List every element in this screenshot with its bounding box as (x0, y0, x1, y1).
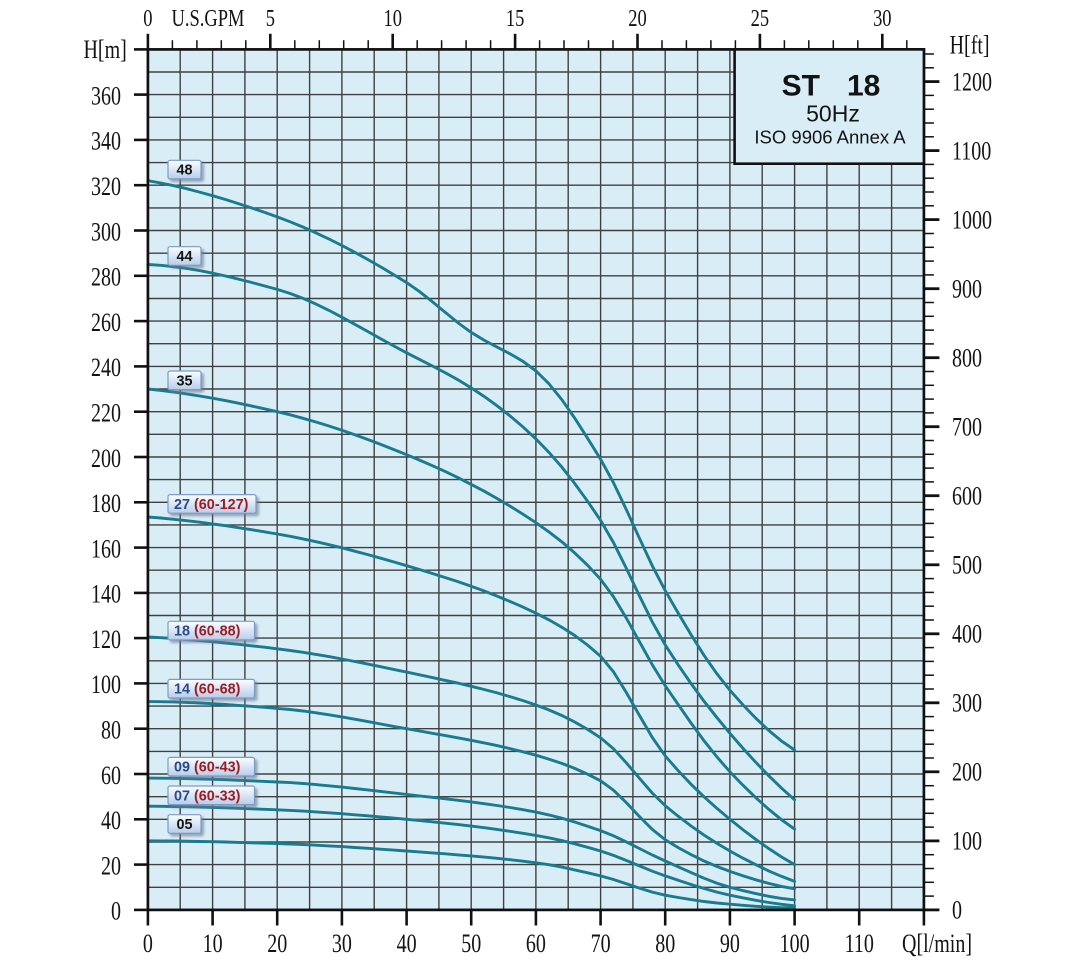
svg-text:1200: 1200 (952, 68, 992, 97)
svg-text:H[ft]: H[ft] (950, 31, 990, 60)
svg-text:70: 70 (591, 930, 611, 959)
svg-text:100: 100 (780, 930, 810, 959)
svg-text:200: 200 (952, 758, 982, 787)
svg-text:0: 0 (143, 5, 152, 32)
svg-text:09 (60-43): 09 (60-43) (174, 760, 241, 776)
svg-text:30: 30 (332, 930, 352, 959)
svg-text:160: 160 (91, 535, 121, 564)
svg-text:44: 44 (176, 249, 192, 265)
svg-text:50: 50 (461, 930, 481, 959)
svg-text:5: 5 (266, 5, 275, 32)
svg-text:05: 05 (176, 817, 192, 833)
svg-text:110: 110 (845, 930, 874, 959)
svg-text:800: 800 (952, 344, 982, 373)
svg-text:18: 18 (847, 70, 880, 103)
svg-text:300: 300 (952, 689, 982, 718)
svg-text:27 (60-127): 27 (60-127) (174, 497, 249, 513)
svg-text:48: 48 (176, 163, 192, 179)
svg-text:240: 240 (91, 354, 121, 383)
svg-text:900: 900 (952, 275, 982, 304)
svg-text:20: 20 (101, 852, 121, 881)
svg-text:360: 360 (91, 82, 121, 111)
svg-text:35: 35 (176, 373, 192, 389)
svg-text:10: 10 (203, 930, 223, 959)
svg-text:220: 220 (91, 399, 121, 428)
svg-text:30: 30 (873, 5, 891, 32)
svg-text:ST: ST (782, 70, 820, 103)
svg-text:40: 40 (101, 807, 121, 836)
svg-text:U.S.GPM: U.S.GPM (172, 5, 245, 32)
svg-text:600: 600 (952, 482, 982, 511)
svg-text:40: 40 (397, 930, 417, 959)
svg-text:80: 80 (655, 930, 675, 959)
svg-text:80: 80 (101, 716, 121, 745)
svg-text:ISO 9906 Annex A: ISO 9906 Annex A (754, 127, 906, 148)
svg-text:320: 320 (91, 173, 121, 202)
svg-text:60: 60 (101, 761, 121, 790)
svg-text:0: 0 (111, 897, 121, 926)
svg-text:200: 200 (91, 444, 121, 473)
svg-text:50Hz: 50Hz (806, 101, 860, 127)
svg-text:20: 20 (628, 5, 646, 32)
svg-text:500: 500 (952, 551, 982, 580)
svg-text:100: 100 (952, 827, 982, 856)
svg-text:14 (60-68): 14 (60-68) (174, 682, 241, 698)
svg-text:700: 700 (952, 413, 982, 442)
svg-text:180: 180 (91, 490, 121, 519)
svg-text:340: 340 (91, 127, 121, 156)
svg-text:120: 120 (91, 625, 121, 654)
svg-text:0: 0 (952, 896, 962, 925)
svg-text:10: 10 (383, 5, 401, 32)
svg-text:H[m]: H[m] (83, 36, 126, 65)
svg-text:1000: 1000 (952, 206, 992, 235)
svg-text:400: 400 (952, 620, 982, 649)
svg-text:280: 280 (91, 263, 121, 292)
svg-text:100: 100 (91, 671, 121, 700)
svg-text:25: 25 (751, 5, 769, 32)
svg-text:Q[l/min]: Q[l/min] (902, 930, 972, 959)
svg-text:140: 140 (91, 580, 121, 609)
svg-text:0: 0 (143, 930, 153, 959)
svg-text:90: 90 (720, 930, 740, 959)
svg-text:1100: 1100 (952, 137, 991, 166)
svg-text:20: 20 (267, 930, 287, 959)
svg-text:300: 300 (91, 218, 121, 247)
svg-text:07 (60-33): 07 (60-33) (174, 788, 241, 804)
svg-text:260: 260 (91, 308, 121, 337)
svg-text:15: 15 (506, 5, 524, 32)
svg-text:60: 60 (526, 930, 546, 959)
svg-text:18 (60-88): 18 (60-88) (174, 624, 241, 640)
